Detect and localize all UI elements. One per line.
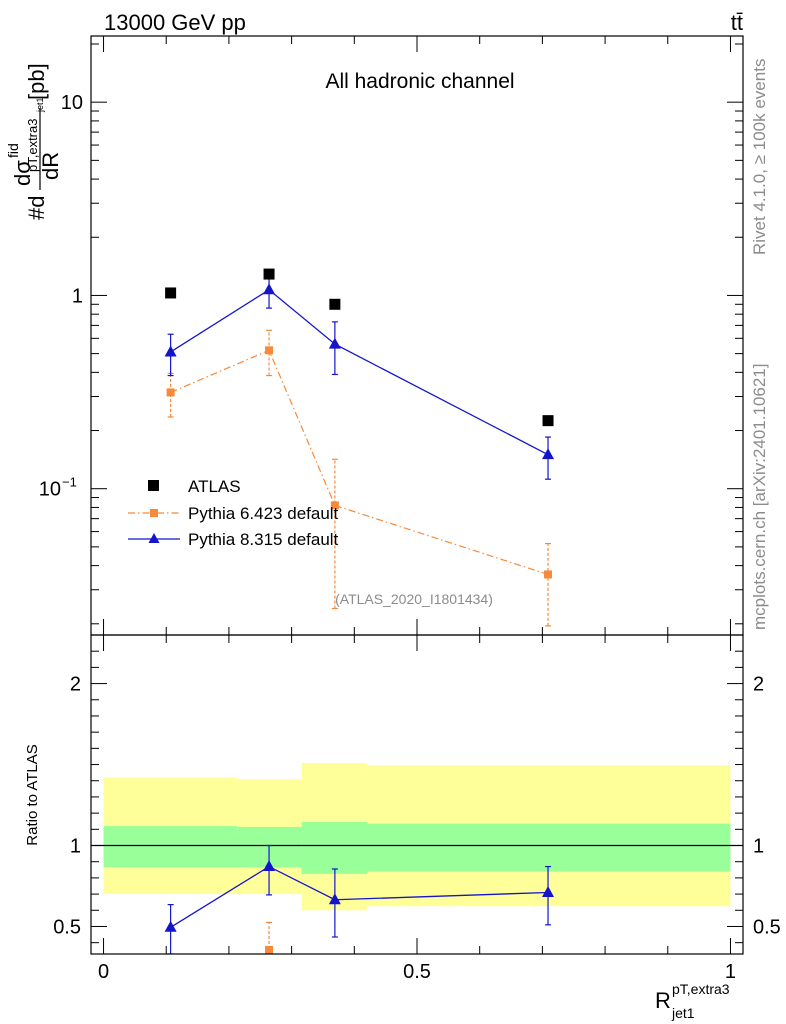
y-label-unit: [pb] [24, 63, 49, 100]
y-label-dR: dR [38, 152, 63, 180]
ratio-panel: 2 2 1 1 0.5 0.5 0 0.5 1 Ratio to ATLAS R pT,extr… [24, 634, 781, 1021]
y-label-d: #d [24, 196, 49, 220]
ratio-y-tick-label: 0.5 [53, 916, 81, 938]
x-tick-label: 0.5 [403, 961, 431, 983]
legend-atlas-label: ATLAS [188, 477, 241, 496]
ratio-y-tick-label: 2 [70, 674, 81, 696]
x-tick-label: 0 [98, 961, 109, 983]
y-label-index: pT,extra3 [25, 119, 40, 172]
rivet-label: Rivet 4.1.0, ≥ 100k events [750, 59, 769, 255]
atlas-point [165, 287, 177, 299]
pythia6-point [330, 501, 339, 510]
ratio-pythia8-point [328, 893, 341, 905]
x-label-sup: pT,extra3 [672, 981, 730, 997]
ratio-pythia8-point [263, 860, 276, 872]
pythia8-point [328, 337, 341, 349]
x-label-sub: jet1 [671, 1005, 695, 1021]
pythia8-point [263, 283, 276, 295]
legend-pythia8-marker [148, 533, 160, 543]
ratio-y-tick-label: 1 [70, 836, 81, 858]
ratio-pythia8-line [170, 865, 549, 928]
process-label: tt̄ [731, 10, 743, 35]
legend-pythia8-label: Pythia 8.315 default [188, 530, 339, 549]
mcplots-label: mcplots.cern.ch [arXiv:2401.10621] [750, 364, 769, 630]
energy-label: 13000 GeV pp [104, 10, 246, 35]
ratio-pythia8-point [164, 920, 177, 932]
uncertainty-band-green [367, 823, 731, 872]
pythia8-point [164, 345, 177, 357]
legend-pythia6-marker [150, 509, 158, 517]
ratio-pythia6-point [265, 945, 274, 954]
y-label-fid: fid [5, 143, 21, 158]
pythia6-point [166, 388, 175, 397]
ratio-frame [90, 634, 744, 955]
main-y-tick-exponent: −1 [62, 475, 77, 490]
ratio-y-tick-label-right: 0.5 [753, 916, 781, 938]
pythia6-point [544, 570, 553, 579]
chart-title: All hadronic channel [325, 70, 514, 93]
legend: ATLAS Pythia 6.423 default Pythia 8.315 … [128, 477, 339, 549]
uncertainty-band-green [301, 822, 368, 874]
y-label-index2: jet1 [35, 97, 45, 113]
atlas-point [542, 415, 554, 427]
pythia8-point [542, 448, 555, 460]
pythia8-line [170, 288, 549, 456]
pythia6-line [170, 349, 549, 576]
legend-atlas-marker [148, 480, 159, 491]
ratio-y-axis-label: Ratio to ATLAS [24, 744, 41, 845]
atlas-point [263, 268, 275, 280]
analysis-label: (ATLAS_2020_I1801434) [335, 591, 493, 607]
ratio-y-tick-label-right: 1 [753, 836, 764, 858]
main-y-tick-label: 1 [72, 285, 83, 307]
y-label-dsigma: dσ [10, 160, 35, 186]
pythia6-point [265, 346, 274, 355]
x-label-R: R [655, 988, 671, 1013]
uncertainty-band-green [103, 826, 238, 868]
ratio-y-tick-label-right: 2 [753, 674, 764, 696]
main-y-tick-label: 10 [39, 479, 61, 501]
legend-pythia6-label: Pythia 6.423 default [188, 504, 339, 523]
main-y-axis-label: #d dσ fid pT,extra3 jet1 dR [pb] [5, 63, 63, 220]
ratio-pythia8-point [542, 885, 555, 897]
x-axis-label: R pT,extra3 jet1 [655, 981, 730, 1021]
atlas-point [329, 298, 341, 310]
x-tick-label: 1 [725, 961, 736, 983]
main-y-tick-label: 10 [61, 92, 83, 114]
